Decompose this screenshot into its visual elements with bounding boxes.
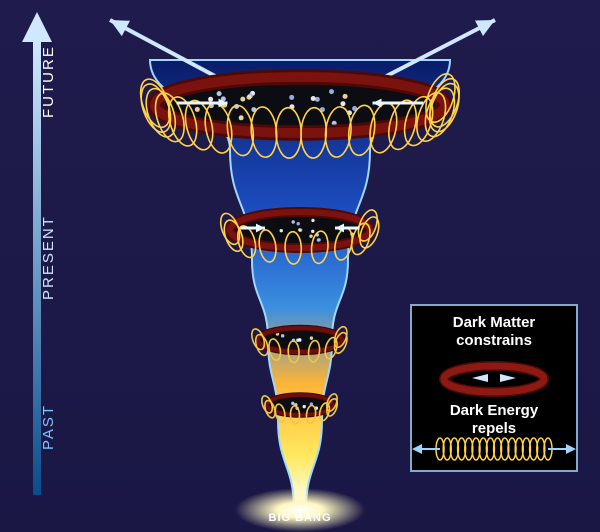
dark-matter-label-line2: constrains xyxy=(410,332,578,349)
universe-disc-0 xyxy=(135,70,465,158)
timeline-label-present: PRESENT xyxy=(40,215,57,300)
timeline-labels: FUTURE PRESENT PAST xyxy=(40,20,60,480)
dark-energy-label-line1: Dark Energy xyxy=(410,402,578,419)
timeline-label-past: PAST xyxy=(40,404,57,450)
timeline-label-future: FUTURE xyxy=(40,45,57,118)
big-bang-glow xyxy=(235,488,365,532)
legend-inset: Dark Matter constrains Dark Energy repel… xyxy=(410,304,578,472)
dark-energy-label-line2: repels xyxy=(410,420,578,437)
big-bang-label: BIG BANG xyxy=(0,512,600,524)
dark-matter-label-line1: Dark Matter xyxy=(410,314,578,331)
